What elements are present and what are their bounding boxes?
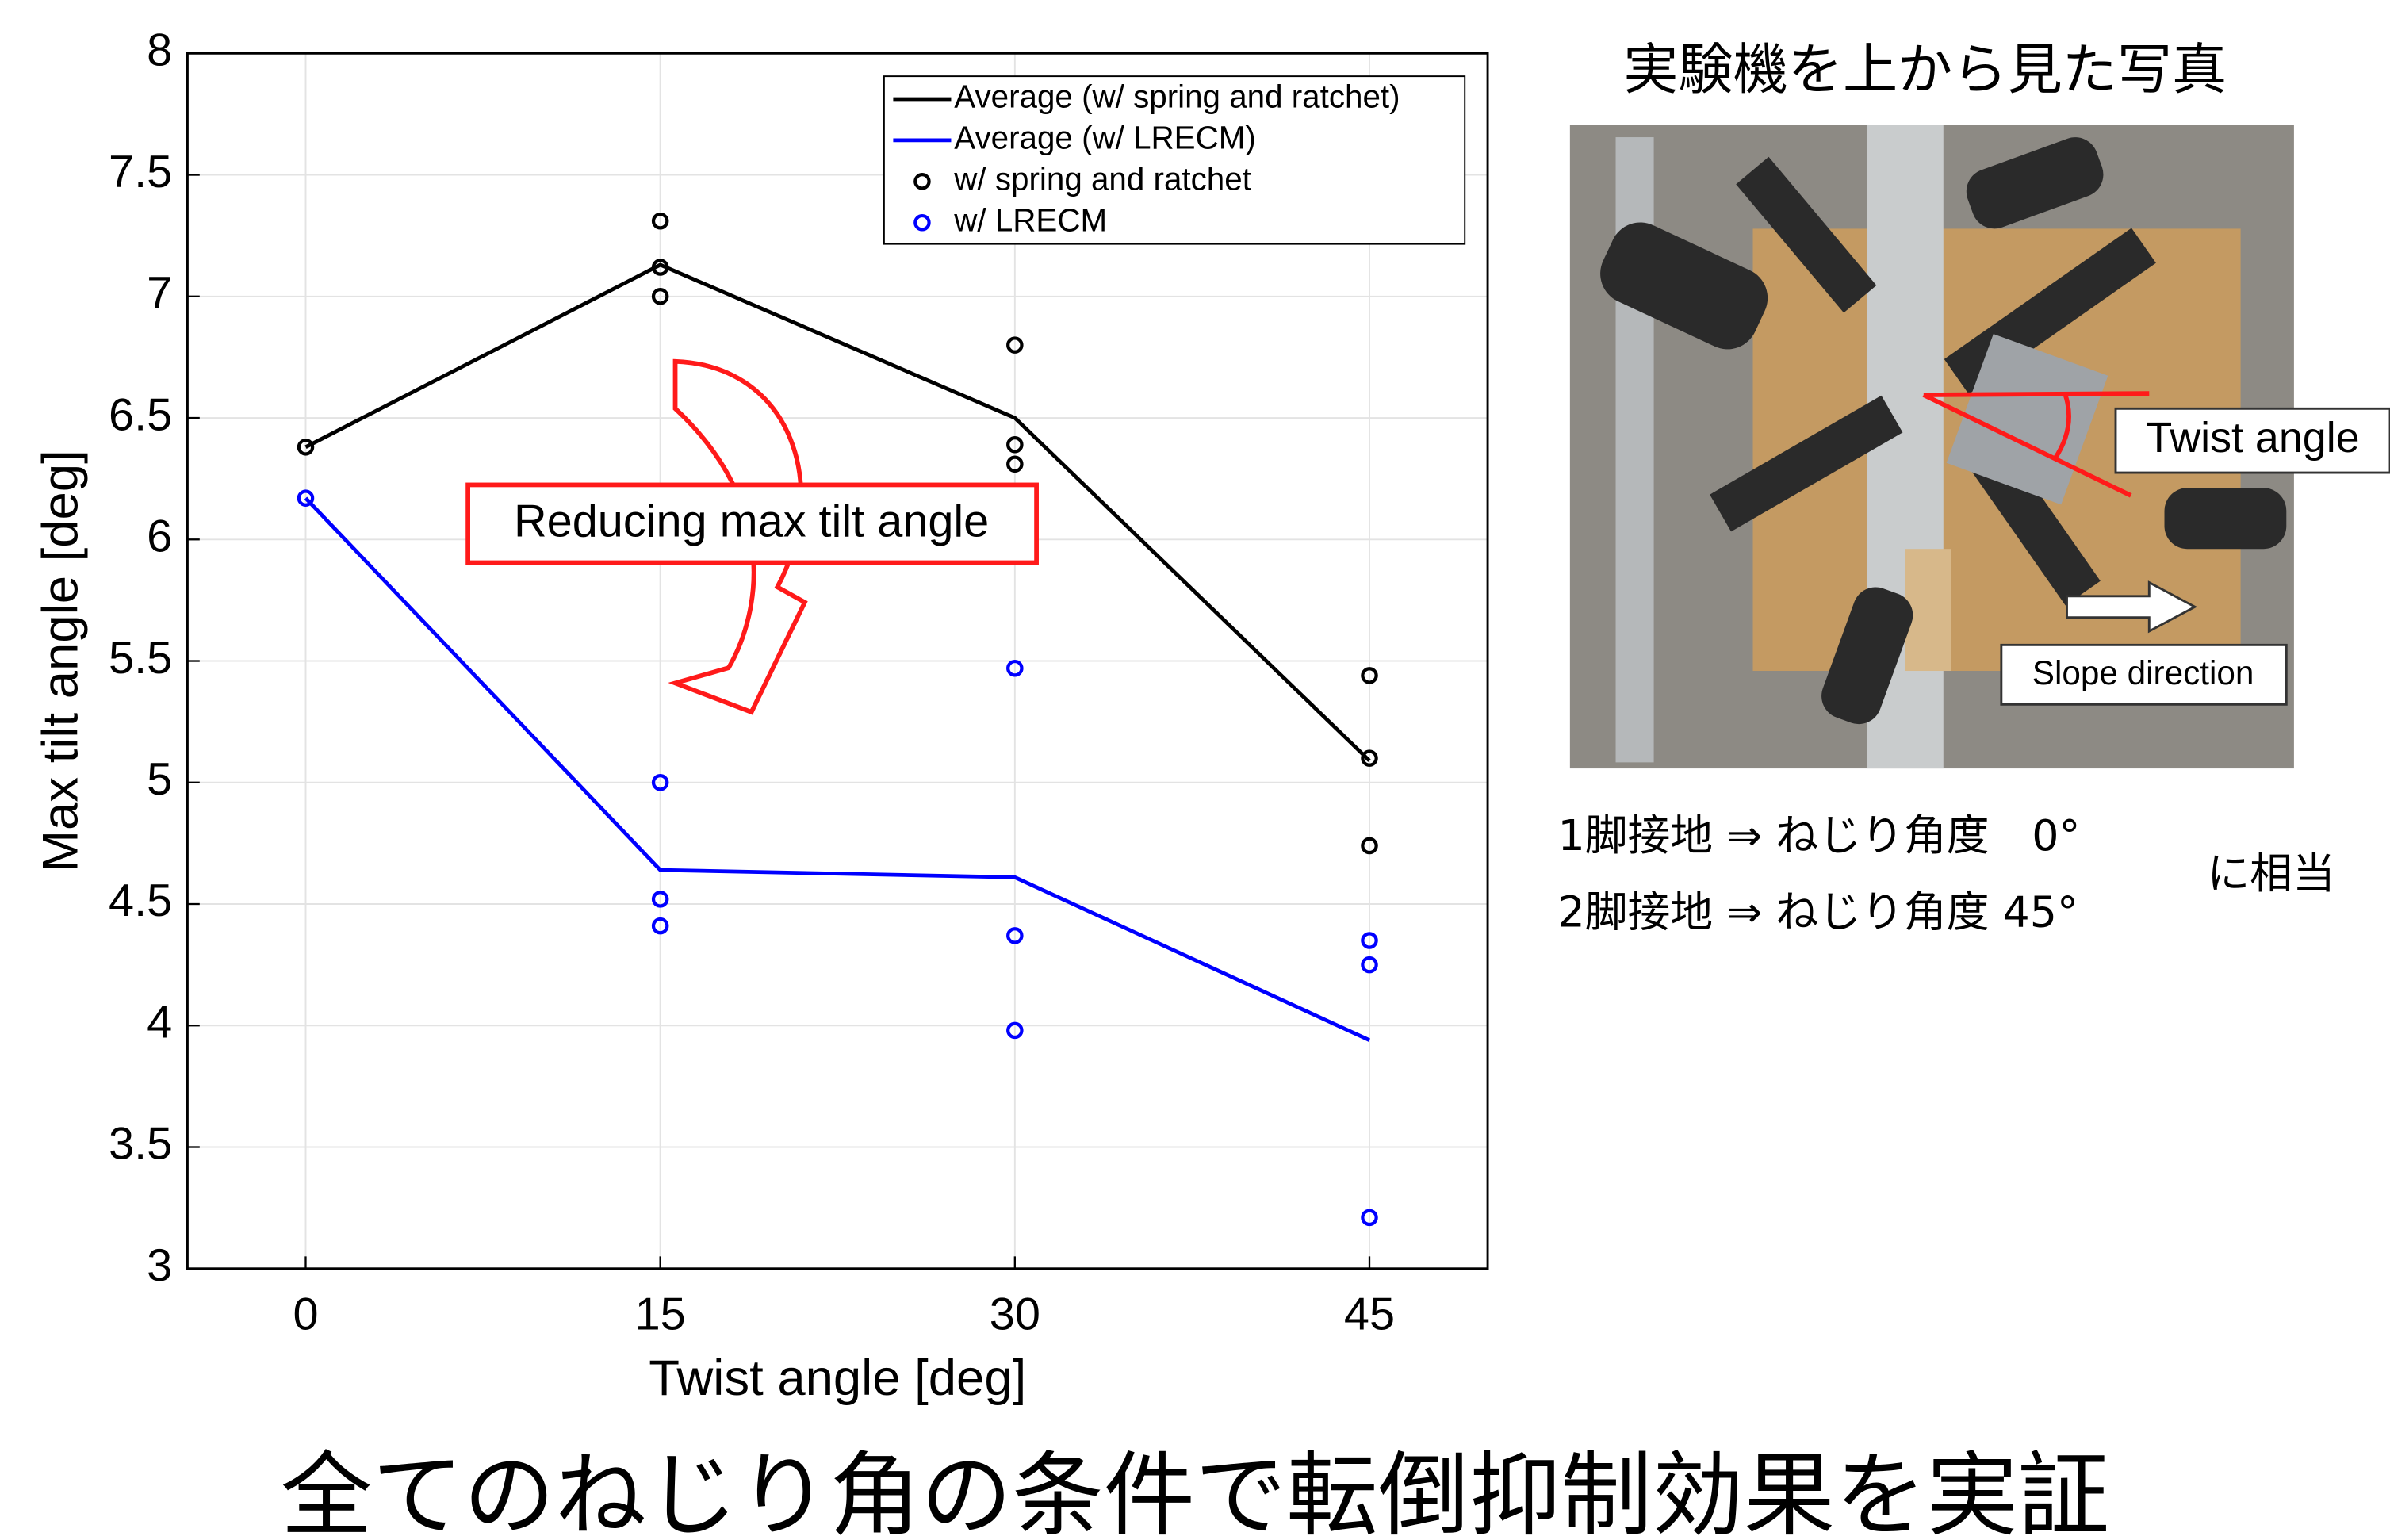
y-tick-label: 3: [147, 1240, 172, 1291]
y-tick-label: 6: [147, 511, 172, 562]
x-tick-label: 0: [293, 1289, 318, 1340]
twist-label: Twist angle: [2146, 414, 2359, 462]
y-tick-label: 5: [147, 754, 172, 805]
y-tick-label: 8: [147, 25, 172, 76]
x-tick-label: 45: [1344, 1289, 1395, 1340]
x-tick-label: 15: [635, 1289, 686, 1340]
caption: 全てのねじり角の条件で転倒抑制効果を実証: [281, 1443, 2109, 1540]
y-tick-label: 6.5: [109, 389, 172, 440]
photo-title: 実験機を上から見た写真: [1623, 38, 2227, 102]
note-suffix: に相当: [2207, 849, 2334, 898]
x-axis-label: Twist angle [deg]: [649, 1350, 1026, 1406]
page: {"chart_data": {"type": "line", "xlabel"…: [0, 0, 2390, 1540]
y-tick-label: 7: [147, 268, 172, 319]
y-tick-label: 3.5: [109, 1119, 172, 1170]
y-tick-label: 4: [147, 997, 172, 1048]
legend-label: w/ spring and ratchet: [953, 160, 1251, 197]
slope-label: Slope direction: [2032, 654, 2254, 691]
legend-label: w/ LRECM: [953, 201, 1107, 238]
slide: 実験機を上から見た写真 Twist angle Slope direction …: [0, 0, 2390, 1540]
y-tick-label: 4.5: [109, 875, 172, 926]
y-tick-label: 5.5: [109, 633, 172, 684]
x-tick-label: 30: [990, 1289, 1040, 1340]
annotation: Reducing max tilt angle: [514, 496, 989, 547]
y-tick-label: 7.5: [109, 147, 172, 197]
series-line: [305, 498, 1369, 1040]
note-line: 2脚接地 ⇒ ねじり角度 45°: [1557, 887, 2078, 937]
legend-label: Average (w/ spring and ratchet): [954, 79, 1400, 115]
y-axis-label: Max tilt angle [deg]: [33, 450, 89, 872]
legend-label: Average (w/ LRECM): [954, 120, 1255, 156]
note-line: 1脚接地 ⇒ ねじり角度 0°: [1557, 810, 2080, 860]
